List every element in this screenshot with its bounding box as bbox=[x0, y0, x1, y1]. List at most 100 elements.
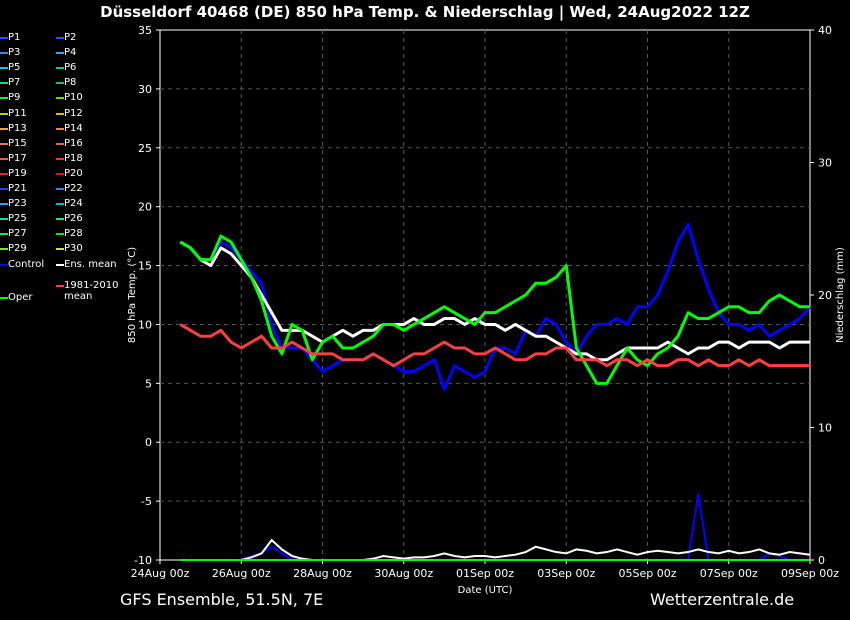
legend-item: P16 bbox=[56, 137, 83, 149]
legend-label: P19 bbox=[8, 167, 27, 179]
legend-label: P21 bbox=[8, 183, 27, 194]
series-line bbox=[179, 323, 810, 368]
legend-label: P16 bbox=[64, 137, 83, 149]
model-caption: GFS Ensemble, 51.5N, 7E bbox=[120, 590, 324, 609]
legend-item: P11 bbox=[0, 107, 27, 119]
legend-swatch bbox=[56, 142, 64, 145]
y-tick-label: 35 bbox=[138, 24, 152, 37]
y-tick-label: 15 bbox=[138, 260, 152, 273]
legend-swatch bbox=[0, 218, 8, 221]
y-tick-label: 25 bbox=[138, 142, 152, 155]
x-tick-label: 07Sep 00z bbox=[700, 567, 758, 580]
legend-swatch bbox=[56, 233, 64, 236]
legend-label: P5 bbox=[8, 62, 21, 74]
legend-swatch bbox=[56, 112, 64, 115]
legend-item: P10 bbox=[56, 92, 83, 104]
legend-item: P12 bbox=[56, 107, 83, 119]
x-axis-label: Date (UTC) bbox=[458, 585, 513, 596]
legend-label: P13 bbox=[8, 122, 27, 134]
legend-item: P30 bbox=[56, 243, 83, 255]
legend-swatch bbox=[56, 284, 64, 287]
legend-swatch bbox=[0, 67, 8, 70]
y2-tick-label: 20 bbox=[818, 289, 832, 302]
legend-label: P28 bbox=[64, 228, 83, 240]
legend-label: P2 bbox=[64, 32, 77, 43]
legend-swatch bbox=[0, 97, 8, 100]
chart-legend: P1 P2 P3 P4 P5 P6 P7 P8 P9 P10 P11 P12 P13 P14 P15 P16 P… bbox=[0, 32, 135, 322]
legend-item: P25 bbox=[0, 213, 27, 225]
precip-line bbox=[180, 493, 810, 561]
legend-swatch bbox=[56, 203, 64, 206]
legend-item: P9 bbox=[0, 92, 21, 104]
legend-swatch bbox=[0, 296, 8, 299]
x-tick-label: 09Sep 00z bbox=[781, 567, 839, 580]
legend-swatch bbox=[0, 142, 8, 145]
x-tick-label: 01Sep 00z bbox=[456, 567, 514, 580]
legend-swatch bbox=[0, 263, 8, 266]
legend-swatch bbox=[56, 97, 64, 100]
legend-swatch bbox=[0, 127, 8, 130]
y-tick-label: -10 bbox=[134, 554, 152, 567]
legend-swatch bbox=[0, 203, 8, 206]
legend-label: P6 bbox=[64, 62, 77, 74]
legend-label: P11 bbox=[8, 107, 27, 119]
series-line bbox=[179, 240, 810, 362]
legend-label: P26 bbox=[64, 213, 83, 225]
legend-item: Oper bbox=[0, 292, 32, 303]
legend-item: P19 bbox=[0, 167, 27, 179]
legend-item: P13 bbox=[0, 122, 27, 134]
legend-swatch bbox=[56, 67, 64, 70]
legend-item: P22 bbox=[56, 183, 83, 194]
legend-item: P21 bbox=[0, 183, 27, 194]
legend-item: P4 bbox=[56, 47, 76, 58]
legend-label: P12 bbox=[64, 107, 83, 119]
legend-swatch bbox=[56, 263, 64, 266]
y2-tick-label: 30 bbox=[818, 157, 832, 170]
legend-swatch bbox=[0, 52, 8, 55]
legend-item: P1 bbox=[0, 32, 21, 43]
legend-label: P30 bbox=[64, 243, 83, 255]
y2-tick-label: 0 bbox=[818, 554, 825, 567]
legend-swatch bbox=[56, 218, 64, 221]
x-tick-label: 03Sep 00z bbox=[537, 567, 595, 580]
legend-item: P2 bbox=[56, 32, 77, 43]
legend-item: Ens. mean bbox=[56, 258, 117, 270]
legend-swatch bbox=[56, 82, 64, 85]
x-tick-label: 30Aug 00z bbox=[374, 567, 433, 580]
legend-label: P22 bbox=[64, 183, 83, 194]
legend-label: P1 bbox=[8, 32, 21, 43]
y-axis-label: 850 hPa Temp. (°C) bbox=[127, 247, 138, 343]
legend-label: P18 bbox=[64, 152, 83, 164]
legend-swatch bbox=[56, 172, 64, 175]
legend-swatch bbox=[56, 248, 64, 251]
y2-tick-label: 40 bbox=[818, 24, 832, 37]
y-tick-label: 0 bbox=[145, 436, 152, 449]
legend-label: P25 bbox=[8, 213, 27, 225]
y-tick-label: 10 bbox=[138, 318, 152, 331]
legend-swatch bbox=[0, 112, 8, 115]
chart-title: Düsseldorf 40468 (DE) 850 hPa Temp. & Ni… bbox=[100, 3, 750, 21]
precip-line bbox=[180, 538, 811, 561]
legend-label: P10 bbox=[64, 92, 83, 104]
legend-item: P7 bbox=[0, 77, 20, 88]
x-tick-label: 24Aug 00z bbox=[131, 567, 190, 580]
legend-item: P8 bbox=[56, 77, 76, 88]
y-tick-label: -5 bbox=[141, 495, 152, 508]
site-credit: Wetterzentrale.de bbox=[650, 590, 795, 609]
y2-axis-label: Niederschlag (mm) bbox=[835, 247, 846, 343]
legend-swatch bbox=[0, 82, 8, 85]
y-tick-label: 5 bbox=[145, 377, 152, 390]
legend-swatch bbox=[0, 37, 8, 39]
legend-label: P3 bbox=[8, 47, 21, 59]
legend-item: 1981-2010 mean bbox=[56, 279, 119, 302]
legend-item: P29 bbox=[0, 243, 27, 254]
y-tick-label: 30 bbox=[138, 83, 152, 96]
series-line bbox=[179, 234, 810, 385]
legend-label: P20 bbox=[64, 167, 83, 179]
legend-label: Ens. mean bbox=[64, 258, 117, 270]
legend-label: P9 bbox=[8, 92, 21, 104]
legend-label: 1981-2010 mean bbox=[64, 279, 119, 302]
x-tick-label: 26Aug 00z bbox=[212, 567, 271, 580]
legend-swatch bbox=[0, 233, 8, 236]
